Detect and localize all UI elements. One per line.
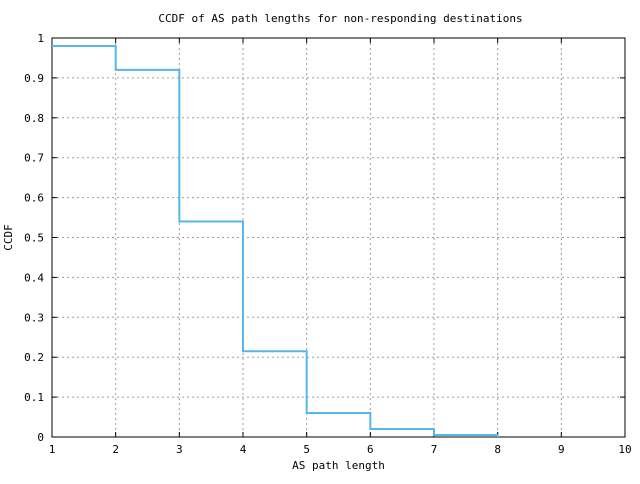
x-tick-label: 8: [494, 443, 501, 456]
y-tick-label: 0.9: [24, 72, 44, 85]
axis-tick-labels: 1 2 3 4 5 6 7 8 9 10 0 0.1 0.2 0.3 0.4 0.5 0.6 0.7 0.8 0.9 1: [24, 32, 632, 456]
x-tick-label: 7: [431, 443, 438, 456]
chart-title: CCDF of AS path lengths for non-respondi…: [158, 12, 522, 25]
x-axis-label: AS path length: [292, 459, 385, 472]
ccdf-series-path: [52, 44, 499, 437]
y-tick-label: 0.1: [24, 391, 44, 404]
y-tick-label: 0.6: [24, 192, 44, 205]
y-axis-label: CCDF: [2, 224, 15, 251]
grid-lines: [52, 38, 625, 437]
ccdf-step-line: [52, 44, 499, 437]
x-tick-label: 10: [618, 443, 631, 456]
y-tick-label: 0: [37, 431, 44, 444]
x-tick-label: 5: [303, 443, 310, 456]
y-tick-label: 0.4: [24, 271, 44, 284]
y-tick-label: 0.2: [24, 351, 44, 364]
x-tick-label: 2: [112, 443, 119, 456]
x-tick-label: 3: [176, 443, 183, 456]
y-tick-label: 0.5: [24, 232, 44, 245]
y-tick-label: 0.7: [24, 152, 44, 165]
x-tick-label: 4: [240, 443, 247, 456]
x-tick-label: 6: [367, 443, 374, 456]
x-tick-label: 9: [558, 443, 565, 456]
x-tick-label: 1: [49, 443, 56, 456]
y-tick-label: 0.8: [24, 112, 44, 125]
y-tick-label: 0.3: [24, 311, 44, 324]
y-tick-label: 1: [37, 32, 44, 45]
